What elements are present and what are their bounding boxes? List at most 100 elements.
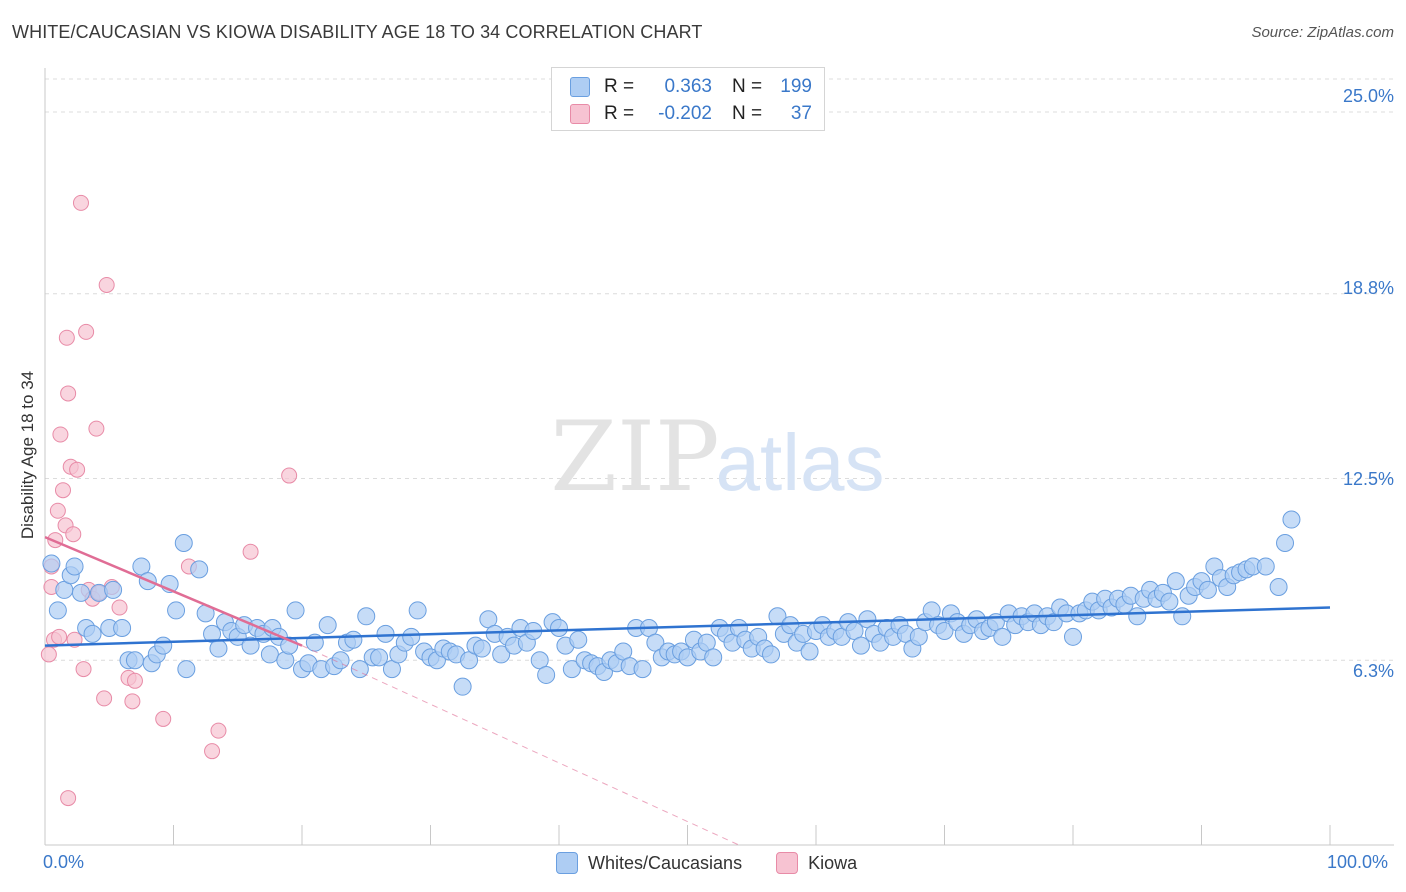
whites-point	[209, 639, 228, 658]
watermark-zip: ZIP	[550, 401, 719, 513]
whites-point	[286, 601, 305, 620]
kiowa-point	[75, 661, 92, 678]
bottom-legend: Whites/Caucasians Kiowa	[556, 852, 891, 874]
legend: R = 0.363 N = 199 R = -0.202 N = 37	[551, 67, 825, 131]
kiowa-point	[51, 628, 68, 645]
legend-row-kiowa: R = -0.202 N = 37	[570, 102, 812, 126]
whites-point	[1160, 592, 1179, 611]
gridlines	[45, 78, 1394, 661]
y-tick-label: 12.5%	[1342, 469, 1394, 489]
kiowa-point	[242, 543, 259, 560]
kiowa-point	[69, 461, 86, 478]
whites-point	[174, 533, 193, 552]
kiowa-point	[40, 646, 57, 663]
kiowa-point	[111, 599, 128, 616]
whites-point	[1256, 557, 1275, 576]
chart-title: WHITE/CAUCASIAN VS KIOWA DISABILITY AGE …	[12, 22, 703, 42]
kiowa-point	[54, 482, 71, 499]
kiowa-trend-line	[44, 535, 303, 647]
whites-point	[113, 619, 132, 638]
legend-r-value: 0.363	[664, 76, 712, 97]
whites-trend-line	[44, 606, 1331, 647]
whites-point	[241, 636, 260, 655]
whites-point	[376, 624, 395, 643]
bottom-legend-kiowa: Kiowa	[776, 852, 857, 874]
whites-point	[104, 580, 123, 599]
whites-point	[42, 554, 61, 573]
whites-point	[762, 645, 781, 664]
whites-point	[492, 645, 511, 664]
whites-point	[562, 660, 581, 679]
whites-point	[154, 636, 173, 655]
kiowa-point	[65, 526, 82, 543]
whites-point	[851, 636, 870, 655]
bottom-legend-label: Whites/Caucasians	[588, 852, 743, 873]
bottom-legend-whites: Whites/Caucasians	[556, 852, 742, 874]
kiowa-point	[60, 385, 77, 402]
kiowa-point	[96, 690, 113, 707]
kiowa-point	[155, 710, 172, 727]
whites-point	[350, 660, 369, 679]
whites-point	[71, 583, 90, 602]
kiowa-point	[204, 743, 221, 760]
legend-r-label: R =	[604, 103, 635, 124]
whites-point	[453, 677, 472, 696]
kiowa-point	[88, 420, 105, 437]
whites-point	[402, 627, 421, 646]
kiowa-point	[60, 790, 77, 807]
kiowa-point	[126, 672, 143, 689]
bottom-legend-label: Kiowa	[808, 852, 858, 873]
y-tick-label: 25.0%	[1342, 86, 1394, 106]
bottom-legend-swatch-blue	[556, 852, 578, 874]
x-tick-label: 100.0%	[1327, 852, 1389, 872]
watermark-atlas: atlas	[716, 418, 885, 507]
legend-n-value: 37	[790, 103, 812, 124]
whites-point	[472, 639, 491, 658]
kiowa-point	[78, 323, 95, 340]
legend-n-label: N =	[732, 103, 763, 124]
legend-row-whites: R = 0.363 N = 199	[570, 75, 812, 99]
x-tick-label: 0.0%	[43, 852, 85, 872]
whites-point	[993, 627, 1012, 646]
whites-point	[177, 660, 196, 679]
legend-n-value: 199	[780, 76, 812, 97]
whites-point	[800, 642, 819, 661]
legend-r-value: -0.202	[658, 103, 712, 124]
whites-point	[125, 651, 144, 670]
source-label: Source: ZipAtlas.com	[1251, 24, 1394, 41]
kiowa-point	[52, 426, 69, 443]
whites-point	[331, 651, 350, 670]
bottom-legend-swatch-pink	[776, 852, 799, 874]
whites-point	[1276, 533, 1295, 552]
whites-point	[318, 616, 337, 635]
kiowa-point	[98, 276, 115, 293]
whites-point	[83, 624, 102, 643]
whites-point	[550, 619, 568, 638]
kiowa-point	[49, 502, 66, 519]
whites-point	[344, 630, 363, 649]
whites-point	[935, 621, 954, 640]
whites-point	[537, 665, 556, 684]
whites-point	[569, 630, 588, 649]
kiowa-point	[281, 467, 298, 484]
whites-point	[1173, 607, 1192, 626]
whites-point	[1269, 577, 1288, 596]
whites-point	[1198, 580, 1217, 599]
kiowa-point	[72, 194, 89, 211]
y-tick-label: 18.8%	[1342, 278, 1394, 298]
series-whites	[42, 510, 1301, 696]
axes	[44, 68, 1394, 846]
whites-point	[48, 601, 67, 620]
whites-point	[190, 560, 209, 579]
y-tick-label: 6.3%	[1352, 661, 1394, 681]
whites-point	[357, 607, 376, 626]
y-axis-label: Disability Age 18 to 34	[18, 370, 37, 540]
watermark: ZIP atlas	[550, 401, 884, 513]
whites-point	[704, 648, 723, 667]
legend-n-label: N =	[732, 76, 763, 97]
legend-r-label: R =	[604, 76, 635, 97]
whites-point	[1128, 607, 1147, 626]
whites-point	[1166, 572, 1185, 591]
kiowa-point	[210, 722, 227, 739]
